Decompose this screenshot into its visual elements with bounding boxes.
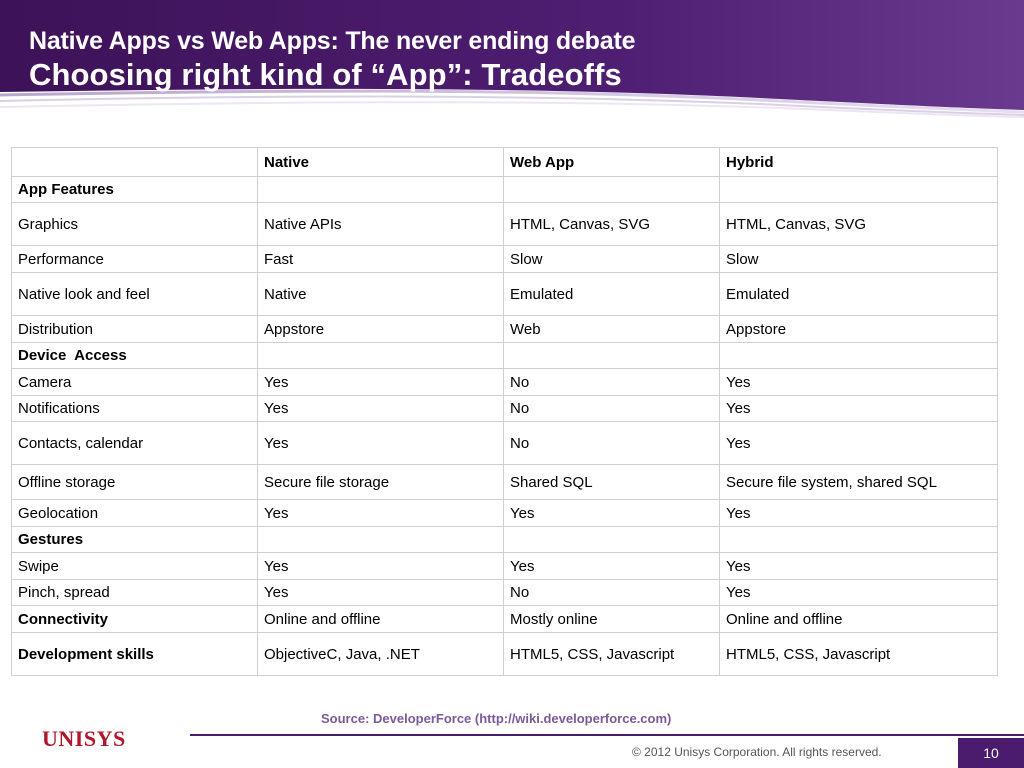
table-row: Development skills ObjectiveC, Java, .NE… (11, 632, 998, 676)
table-row: Contacts, calendar Yes No Yes (11, 421, 998, 465)
row-label: Native look and feel (11, 272, 258, 316)
cell-hybrid: Yes (719, 552, 998, 580)
cell-native (257, 176, 504, 203)
header-banner: Native Apps vs Web Apps: The never endin… (0, 0, 1024, 118)
cell-native: Secure file storage (257, 464, 504, 500)
table-row: Camera Yes No Yes (11, 368, 998, 396)
row-label: Geolocation (11, 499, 258, 527)
cell-web-app: HTML5, CSS, Javascript (503, 632, 720, 676)
section-row-gestures: Gestures (11, 526, 998, 553)
cell-native: Yes (257, 552, 504, 580)
row-label: Contacts, calendar (11, 421, 258, 465)
row-label: Gestures (11, 526, 258, 553)
row-label: Offline storage (11, 464, 258, 500)
cell-native: Native (257, 272, 504, 316)
unisys-logo: UNISYS (42, 726, 126, 751)
cell-web-app (503, 526, 720, 553)
cell-web-app: Web (503, 315, 720, 343)
cell-native: Yes (257, 499, 504, 527)
cell-web-app: No (503, 368, 720, 396)
cell-web-app (503, 342, 720, 369)
header-cell-native: Native (257, 147, 504, 177)
cell-hybrid: Secure file system, shared SQL (719, 464, 998, 500)
header-cell-hybrid: Hybrid (719, 147, 998, 177)
table-row: Pinch, spread Yes No Yes (11, 579, 998, 606)
cell-hybrid (719, 176, 998, 203)
cell-web-app: Yes (503, 552, 720, 580)
cell-hybrid: Appstore (719, 315, 998, 343)
cell-native: Native APIs (257, 202, 504, 246)
row-label: Pinch, spread (11, 579, 258, 606)
comparison-table-container: Native Web App Hybrid App Features Graph… (11, 147, 998, 676)
cell-hybrid: Slow (719, 245, 998, 273)
cell-native: Appstore (257, 315, 504, 343)
cell-web-app: Mostly online (503, 605, 720, 633)
cell-hybrid: Yes (719, 579, 998, 606)
row-label: Device Access (11, 342, 258, 369)
cell-native: ObjectiveC, Java, .NET (257, 632, 504, 676)
table-row: Performance Fast Slow Slow (11, 245, 998, 273)
row-label: Swipe (11, 552, 258, 580)
cell-native (257, 342, 504, 369)
cell-web-app: No (503, 395, 720, 422)
table-row: Connectivity Online and offline Mostly o… (11, 605, 998, 633)
table-header-row: Native Web App Hybrid (11, 147, 998, 177)
table-row: Offline storage Secure file storage Shar… (11, 464, 998, 500)
cell-native: Fast (257, 245, 504, 273)
row-label: Performance (11, 245, 258, 273)
cell-hybrid: Yes (719, 395, 998, 422)
cell-hybrid: HTML, Canvas, SVG (719, 202, 998, 246)
table-row: Notifications Yes No Yes (11, 395, 998, 422)
table-row: Geolocation Yes Yes Yes (11, 499, 998, 527)
cell-hybrid: Yes (719, 421, 998, 465)
page-number: 10 (958, 738, 1024, 768)
row-label: Camera (11, 368, 258, 396)
slide-title-line1: Native Apps vs Web Apps: The never endin… (29, 27, 636, 55)
header-cell-empty (11, 147, 258, 177)
slide-title-line2: Choosing right kind of “App”: Tradeoffs (29, 57, 622, 92)
cell-hybrid (719, 342, 998, 369)
cell-native: Online and offline (257, 605, 504, 633)
cell-hybrid: Emulated (719, 272, 998, 316)
row-label: Graphics (11, 202, 258, 246)
header-cell-web-app: Web App (503, 147, 720, 177)
cell-native: Yes (257, 579, 504, 606)
cell-native: Yes (257, 421, 504, 465)
cell-web-app: HTML, Canvas, SVG (503, 202, 720, 246)
cell-hybrid: Yes (719, 368, 998, 396)
cell-web-app: No (503, 579, 720, 606)
footer-divider (190, 734, 1024, 736)
cell-web-app: No (503, 421, 720, 465)
table-row: Native look and feel Native Emulated Emu… (11, 272, 998, 316)
cell-hybrid (719, 526, 998, 553)
table-row: Distribution Appstore Web Appstore (11, 315, 998, 343)
copyright-text: © 2012 Unisys Corporation. All rights re… (632, 745, 882, 759)
row-label: Connectivity (11, 605, 258, 633)
cell-native: Yes (257, 395, 504, 422)
source-citation: Source: DeveloperForce (http://wiki.deve… (321, 711, 672, 726)
cell-hybrid: Online and offline (719, 605, 998, 633)
cell-native: Yes (257, 368, 504, 396)
cell-native (257, 526, 504, 553)
row-label: Distribution (11, 315, 258, 343)
table-row: Graphics Native APIs HTML, Canvas, SVG H… (11, 202, 998, 246)
comparison-table: Native Web App Hybrid App Features Graph… (11, 147, 998, 676)
section-row-app-features: App Features (11, 176, 998, 203)
section-row-device-access: Device Access (11, 342, 998, 369)
row-label: App Features (11, 176, 258, 203)
row-label: Development skills (11, 632, 258, 676)
row-label: Notifications (11, 395, 258, 422)
cell-web-app: Slow (503, 245, 720, 273)
cell-web-app (503, 176, 720, 203)
cell-hybrid: HTML5, CSS, Javascript (719, 632, 998, 676)
banner-background (0, 0, 1024, 118)
cell-web-app: Emulated (503, 272, 720, 316)
cell-web-app: Shared SQL (503, 464, 720, 500)
cell-hybrid: Yes (719, 499, 998, 527)
table-row: Swipe Yes Yes Yes (11, 552, 998, 580)
cell-web-app: Yes (503, 499, 720, 527)
